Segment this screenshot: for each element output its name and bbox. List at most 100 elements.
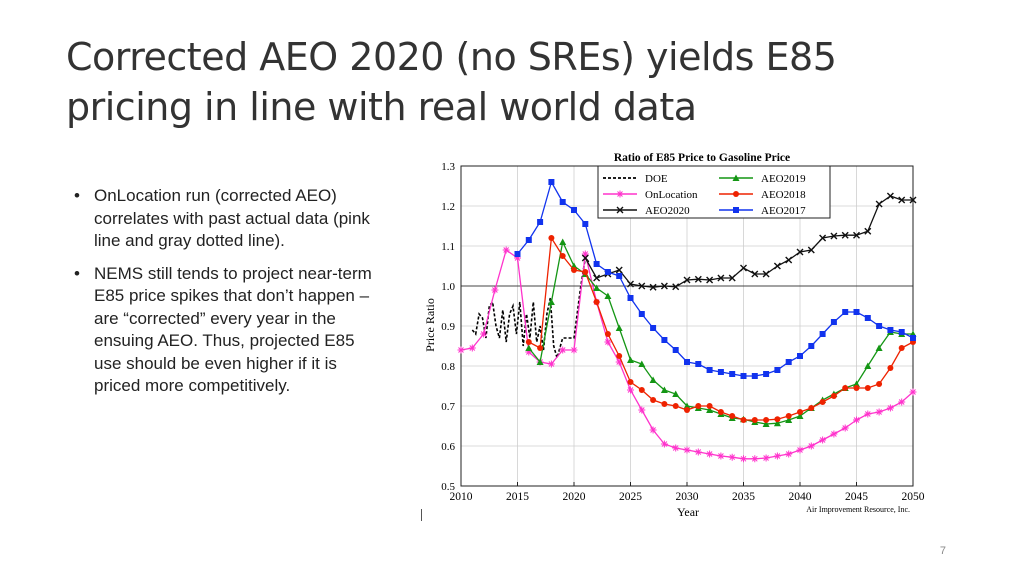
- series-line-doe: [471, 256, 590, 361]
- data-point: [706, 406, 714, 413]
- data-point: [898, 196, 906, 204]
- data-point: [819, 399, 826, 405]
- data-point: [729, 413, 736, 419]
- data-point: [887, 365, 894, 371]
- data-point: [732, 174, 740, 181]
- data-point: [649, 376, 657, 383]
- legend-label: AEO2017: [761, 205, 806, 217]
- data-point: [830, 430, 838, 438]
- data-point: [864, 362, 872, 369]
- data-point: [638, 387, 645, 393]
- data-point: [548, 235, 555, 241]
- bullet-item: OnLocation run (corrected AEO) correlate…: [74, 185, 374, 253]
- data-point: [785, 413, 792, 419]
- data-point: [763, 417, 770, 423]
- data-point: [695, 403, 702, 409]
- y-tick-label: 0.5: [441, 481, 455, 493]
- legend-label: AEO2019: [761, 173, 806, 185]
- data-point: [615, 266, 623, 274]
- data-point: [571, 207, 577, 213]
- data-point: [740, 417, 747, 423]
- data-point: [514, 251, 521, 257]
- data-point: [615, 324, 623, 331]
- legend-label: AEO2018: [761, 189, 806, 201]
- data-point: [593, 284, 601, 291]
- data-point: [683, 276, 691, 284]
- data-point: [638, 282, 646, 290]
- data-point: [683, 402, 691, 409]
- bullet-list: OnLocation run (corrected AEO) correlate…: [74, 185, 374, 408]
- data-point: [773, 262, 781, 270]
- data-point: [909, 196, 917, 204]
- data-point: [537, 345, 544, 351]
- data-point: [717, 369, 724, 375]
- data-point: [559, 346, 567, 354]
- data-point: [672, 390, 680, 397]
- data-point: [774, 367, 781, 373]
- data-point: [864, 410, 872, 418]
- data-point: [819, 331, 826, 337]
- data-point: [627, 295, 634, 301]
- data-point: [875, 344, 883, 351]
- data-point: [773, 419, 781, 427]
- divider-mark: [421, 509, 422, 521]
- data-point: [807, 442, 815, 450]
- series-line-aeo2020: [584, 195, 913, 288]
- data-point: [876, 323, 883, 329]
- data-point: [616, 206, 624, 214]
- data-point: [706, 367, 713, 373]
- data-point: [672, 444, 680, 452]
- data-point: [650, 325, 657, 331]
- legend-label: OnLocation: [645, 189, 698, 201]
- data-point: [582, 269, 589, 275]
- data-point: [785, 416, 793, 423]
- data-point: [627, 280, 634, 288]
- data-point: [875, 200, 883, 208]
- legend-label: AEO2020: [645, 205, 690, 217]
- data-point: [717, 274, 725, 282]
- data-point: [751, 455, 759, 463]
- data-point: [729, 371, 736, 377]
- data-point: [559, 253, 566, 259]
- data-point: [593, 299, 600, 305]
- data-point: [717, 452, 725, 460]
- slide-title: Corrected AEO 2020 (no SREs) yields E85 …: [66, 35, 837, 129]
- data-point: [853, 385, 860, 391]
- data-point: [864, 315, 871, 321]
- data-point: [808, 405, 815, 411]
- data-point: [547, 360, 555, 368]
- data-point: [672, 283, 680, 291]
- data-point: [797, 409, 803, 415]
- x-tick-label: 2010: [450, 491, 473, 503]
- data-point: [650, 397, 657, 403]
- data-point: [842, 385, 849, 391]
- data-point: [536, 358, 544, 365]
- x-tick-label: 2050: [902, 491, 925, 503]
- data-point: [616, 190, 624, 198]
- data-point: [728, 274, 736, 282]
- data-point: [796, 412, 804, 419]
- data-point: [864, 385, 871, 391]
- y-tick-label: 0.6: [441, 441, 455, 453]
- data-point: [728, 453, 736, 461]
- data-point: [695, 361, 702, 367]
- data-point: [491, 286, 499, 294]
- chart-credit: Air Improvement Resource, Inc.: [806, 505, 910, 514]
- y-tick-label: 1.0: [441, 281, 455, 293]
- x-tick-label: 2040: [789, 491, 812, 503]
- data-point: [649, 283, 657, 291]
- data-point: [830, 232, 838, 240]
- data-point: [660, 386, 668, 393]
- data-point: [581, 254, 589, 262]
- data-point: [909, 388, 917, 396]
- data-point: [886, 404, 894, 412]
- data-point: [604, 292, 612, 299]
- data-point: [616, 273, 623, 279]
- data-point: [593, 261, 600, 267]
- data-point: [684, 359, 690, 365]
- data-point: [672, 347, 679, 353]
- data-point: [627, 379, 634, 385]
- data-point: [797, 353, 803, 359]
- data-point: [740, 373, 747, 379]
- data-point: [604, 269, 611, 275]
